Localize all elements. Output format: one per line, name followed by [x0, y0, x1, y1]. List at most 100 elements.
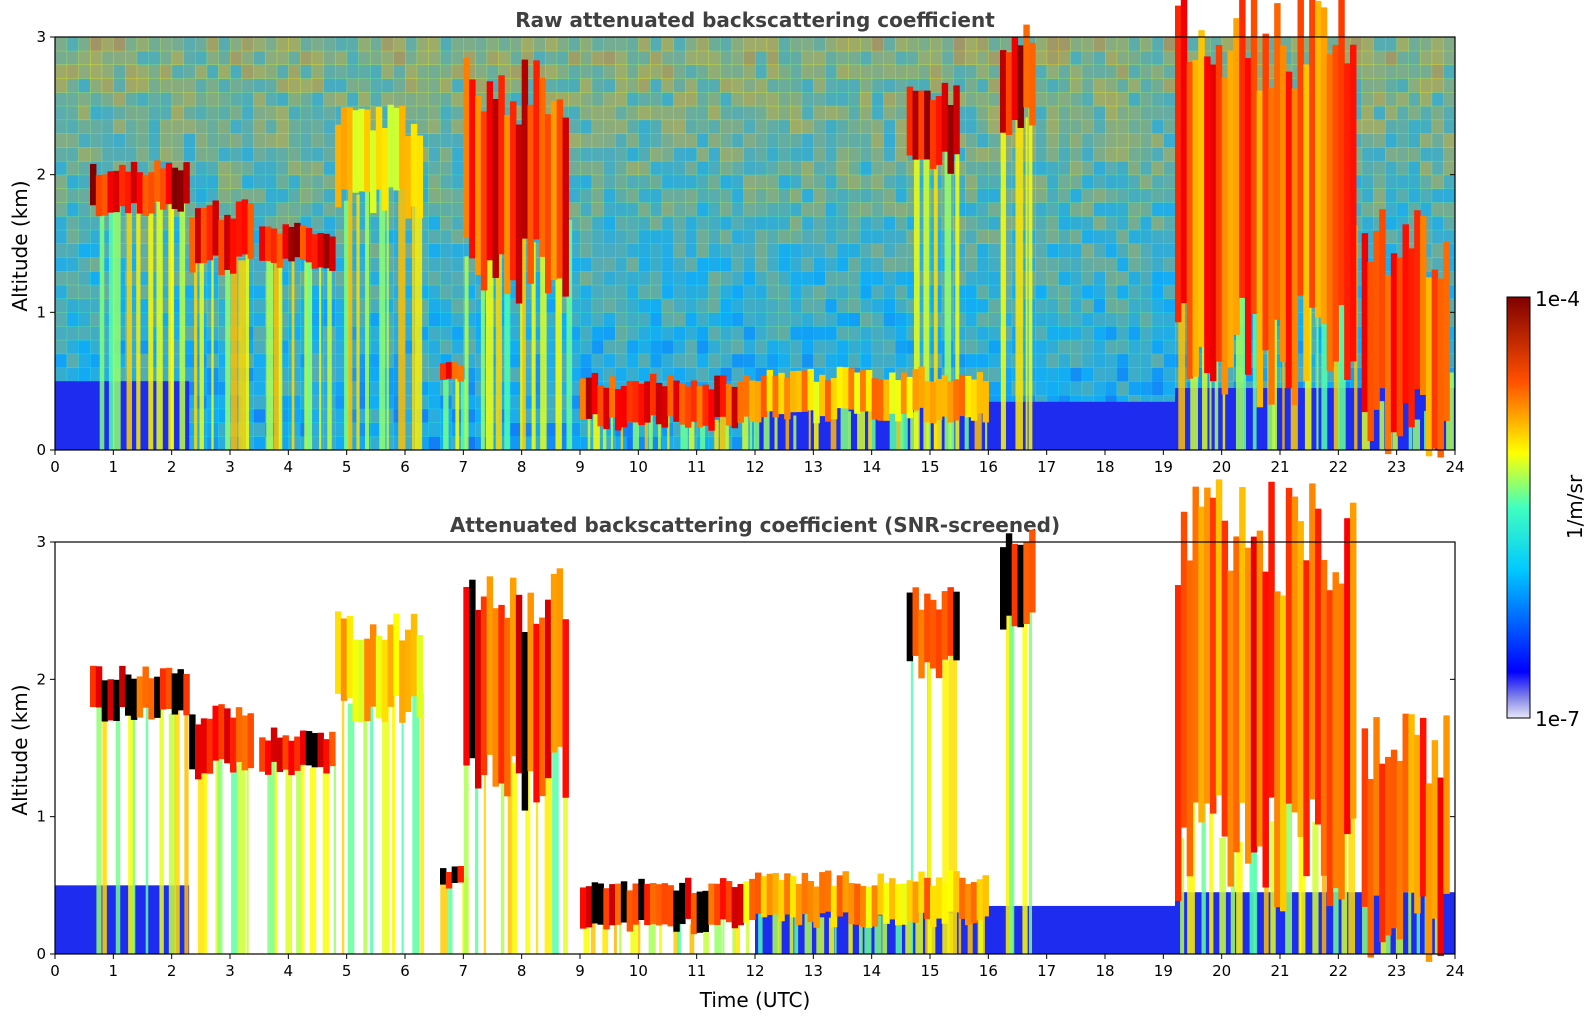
precip-streak [703, 912, 709, 954]
noise-cell [650, 326, 663, 341]
noise-cell [440, 78, 453, 93]
noise-cell [778, 257, 791, 272]
noise-cell [241, 133, 254, 148]
noise-cell [101, 92, 114, 107]
noise-cell [393, 37, 406, 52]
noise-cell [1081, 312, 1094, 327]
noise-cell [673, 119, 686, 134]
cloud-cell [1414, 210, 1421, 390]
cloud-cell [609, 884, 616, 926]
noise-cell [790, 271, 803, 286]
noise-cell [1163, 298, 1176, 313]
noise-cell [685, 119, 698, 134]
cloud-cell [1274, 3, 1281, 320]
noise-cell [801, 353, 814, 368]
noise-cell [1420, 147, 1433, 162]
noise-cell [638, 367, 651, 382]
cloud-cell [107, 171, 114, 213]
noise-cell [906, 50, 919, 66]
cloud-cell [632, 883, 639, 925]
noise-cell [1058, 64, 1071, 79]
precip-streak [474, 749, 479, 954]
noise-cell [66, 119, 79, 134]
precip-streak [700, 420, 706, 450]
noise-cell [253, 367, 266, 382]
cloud-cell [772, 872, 779, 915]
noise-cell [1093, 339, 1106, 355]
precip-streak [148, 196, 154, 450]
cloud-cell [1408, 248, 1415, 428]
noise-cell [55, 160, 68, 176]
cloud-cell [597, 385, 604, 427]
noise-cell [661, 243, 674, 258]
noise-cell [661, 298, 674, 313]
cloud-cell [364, 638, 371, 722]
noise-cell [1128, 188, 1141, 203]
noise-cell [895, 174, 908, 189]
precip-streak [1236, 842, 1243, 954]
noise-cell [813, 37, 826, 52]
noise-cell [416, 78, 429, 93]
cloud-cell [200, 718, 208, 774]
cloud-cell [1390, 253, 1398, 433]
noise-cell [1431, 215, 1444, 231]
noise-cell [825, 257, 838, 272]
noise-cell [638, 229, 651, 244]
noise-cell [988, 78, 1001, 93]
noise-cell [1093, 105, 1106, 121]
cloud-cell [784, 378, 791, 420]
noise-cell [311, 64, 324, 79]
noise-cell [755, 147, 768, 162]
noise-cell [836, 298, 849, 313]
noise-cell [90, 78, 103, 93]
noise-cell [206, 160, 219, 176]
cloud-cell [1204, 487, 1211, 804]
x-tick-label: 8 [517, 458, 527, 476]
x-tick-label: 15 [920, 458, 939, 476]
precip-streak [840, 399, 849, 450]
noise-cell [1163, 160, 1176, 176]
noise-cell [218, 133, 231, 148]
noise-cell [1420, 188, 1433, 203]
noise-cell [685, 174, 698, 189]
precip-streak [356, 194, 360, 450]
cloud-cell [1175, 585, 1182, 901]
cloud-cell [1443, 715, 1450, 894]
noise-cell [311, 367, 324, 382]
noise-cell [1151, 133, 1164, 148]
noise-cell [755, 215, 768, 231]
noise-cell [55, 133, 68, 148]
x-tick-label: 7 [459, 962, 469, 980]
noise-cell [78, 92, 91, 107]
noise-cell [976, 64, 989, 79]
noise-cell [1035, 353, 1048, 368]
noise-cell [720, 339, 733, 355]
noise-cell [965, 229, 978, 244]
noise-cell [836, 105, 849, 121]
noise-cell [766, 202, 779, 217]
noise-cell [206, 147, 219, 162]
noise-cell [626, 202, 639, 217]
noise-cell [661, 229, 674, 244]
cloud-cell [545, 599, 552, 779]
cloud-cell [790, 370, 797, 413]
noise-cell [451, 78, 464, 93]
noise-cell [1128, 312, 1141, 327]
noise-cell [1070, 202, 1083, 217]
noise-cell [241, 174, 254, 189]
cloud-cell [1344, 63, 1351, 381]
noise-cell [428, 408, 441, 423]
noise-cell [1373, 78, 1386, 93]
noise-cell [1385, 64, 1398, 79]
noise-cell [276, 119, 289, 134]
cloud-cell [148, 172, 155, 214]
noise-cell [358, 37, 371, 52]
cloud-cell [165, 667, 173, 709]
noise-cell [720, 271, 733, 286]
noise-cell [1116, 92, 1129, 107]
noise-cell [743, 64, 756, 79]
noise-cell [276, 188, 289, 203]
noise-cell [1128, 37, 1141, 52]
noise-cell [988, 312, 1001, 327]
noise-cell [708, 353, 721, 368]
